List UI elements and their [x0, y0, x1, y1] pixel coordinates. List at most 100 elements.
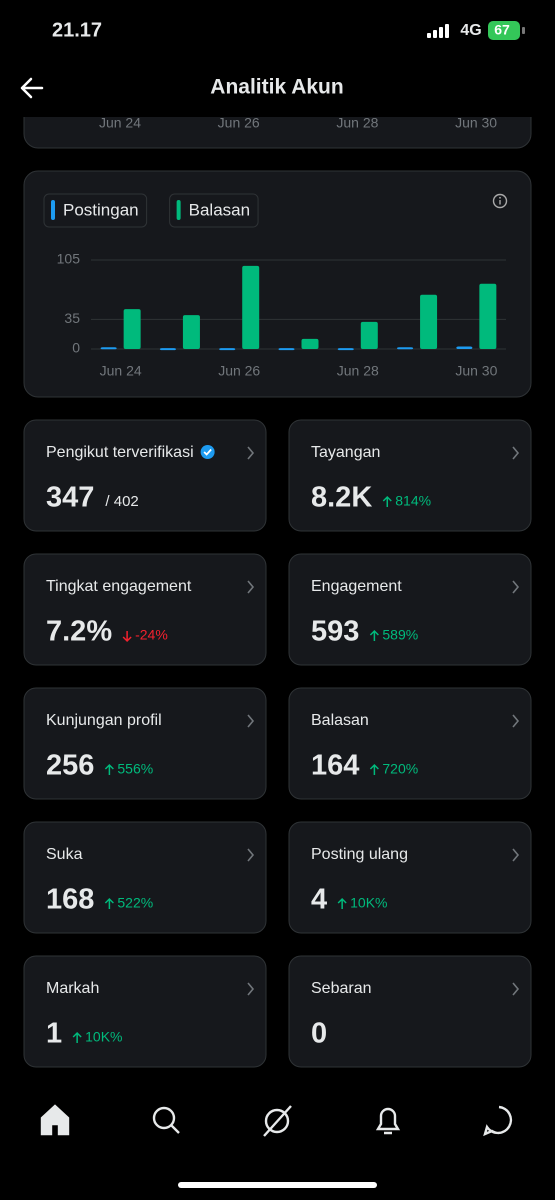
- x-tick-label: Jun 28: [337, 363, 379, 379]
- metric-value: 7.2%: [46, 616, 112, 648]
- nav-messages[interactable]: [483, 1105, 513, 1137]
- battery: [488, 21, 520, 40]
- metric-value: 8.2K: [311, 482, 372, 514]
- battery-tip: [522, 27, 525, 34]
- chevron: [512, 446, 520, 460]
- metric-value: 347: [46, 482, 94, 514]
- metric-card[interactable]: Tingkat engagement 7.2% -24%: [23, 553, 267, 666]
- metric-change: 10K%: [85, 1029, 122, 1045]
- metric-card[interactable]: Posting ulang 4 10K%: [288, 821, 532, 934]
- x-tick-label: Jun 26: [218, 363, 260, 379]
- x-tick-label: Jun 24: [99, 115, 141, 131]
- chevron: [512, 848, 520, 862]
- metric-label: Markah: [46, 980, 99, 997]
- header-title: Analitik Akun: [210, 76, 343, 99]
- metric-value: 256: [46, 750, 94, 782]
- metric-value: 593: [311, 616, 359, 648]
- metrics: Pengikut terverifikasi 347 / 402 Tayangan 8.…: [23, 419, 532, 1068]
- legend-item: [43, 193, 148, 228]
- status-time: 21.17: [52, 19, 102, 41]
- network: 4G: [460, 22, 481, 39]
- trend-arrow: [337, 897, 347, 909]
- metric-label: Balasan: [311, 712, 369, 729]
- metric-change: 522%: [117, 895, 153, 911]
- info-icon[interactable]: [492, 193, 508, 209]
- metric-label: Tayangan: [311, 444, 380, 461]
- metric-label: Tingkat engagement: [46, 578, 192, 595]
- chevron: [247, 848, 255, 862]
- chevron: [512, 982, 520, 996]
- back-button[interactable]: [20, 77, 44, 99]
- x-tick-label: Jun 28: [336, 115, 378, 131]
- card-bg: [23, 955, 267, 1068]
- bar: [337, 348, 354, 351]
- x-tick-label: Jun 30: [455, 115, 497, 131]
- y-tick-label: 0: [72, 340, 80, 356]
- metric-value: 164: [311, 750, 359, 782]
- metric-card[interactable]: Tayangan 8.2K 814%: [288, 419, 532, 532]
- metric-change: 556%: [117, 761, 153, 777]
- metric-value: 0: [311, 1018, 327, 1050]
- bottom-nav: [40, 1104, 513, 1137]
- bar: [159, 348, 176, 351]
- metric-value: 1: [46, 1018, 62, 1050]
- bar: [397, 347, 414, 350]
- y-tick-label: 35: [64, 310, 80, 326]
- chevron: [247, 446, 255, 460]
- battery-level: 67: [494, 22, 510, 38]
- metric-card[interactable]: Suka 168 522%: [23, 821, 267, 934]
- card-bg: [23, 419, 267, 532]
- nav-notifications[interactable]: [375, 1107, 401, 1135]
- metric-card[interactable]: Balasan 164 720%: [288, 687, 532, 800]
- card-bg: [23, 821, 267, 934]
- chevron: [512, 714, 520, 728]
- metric-sub: / 402: [105, 493, 138, 510]
- metric-label: Sebaran: [311, 980, 372, 997]
- trend-arrow: [122, 631, 132, 643]
- verified-check: [203, 448, 212, 456]
- legend-item: [169, 193, 259, 228]
- card-bg: [288, 821, 532, 934]
- chevron: [512, 580, 520, 594]
- nav-grok[interactable]: [263, 1105, 292, 1137]
- metric-card[interactable]: Engagement 593 589%: [288, 553, 532, 666]
- card-bg: [288, 955, 532, 1068]
- bar: [420, 294, 438, 349]
- bar: [182, 315, 200, 349]
- metric-change: -24%: [135, 627, 168, 643]
- bar: [242, 265, 260, 349]
- metric-label: Suka: [46, 846, 83, 863]
- card-bg: [288, 419, 532, 532]
- metric-card[interactable]: Pengikut terverifikasi 347 / 402: [23, 419, 267, 532]
- legend-swatch: [176, 200, 181, 220]
- bar: [360, 321, 378, 349]
- card-bg: [23, 687, 267, 800]
- bar: [479, 283, 497, 349]
- metric-change: 720%: [382, 761, 418, 777]
- bar: [278, 348, 295, 351]
- chevron: [247, 982, 255, 996]
- metric-card[interactable]: Markah 1 10K%: [23, 955, 267, 1068]
- metric-label: Engagement: [311, 578, 402, 595]
- metric-value: 168: [46, 884, 94, 916]
- home-indicator: [178, 1182, 377, 1188]
- metric-card[interactable]: Sebaran 0: [288, 955, 532, 1068]
- metric-card[interactable]: Kunjungan profil 256 556%: [23, 687, 267, 800]
- metric-change: 589%: [382, 627, 418, 643]
- trend-arrow: [72, 1031, 82, 1043]
- bar: [100, 347, 117, 350]
- legend-label: Postingan: [63, 200, 139, 219]
- y-tick-label: 105: [57, 251, 81, 267]
- x-tick-label: Jun 30: [455, 363, 497, 379]
- card-bg: [288, 687, 532, 800]
- card-bg: [288, 553, 532, 666]
- bar: [123, 309, 141, 349]
- nav-search[interactable]: [152, 1106, 180, 1134]
- metric-label: Pengikut terverifikasi: [46, 444, 194, 461]
- legend-swatch: [51, 200, 55, 220]
- metric-change: 814%: [395, 493, 431, 509]
- metric-change: 10K%: [350, 895, 387, 911]
- nav-home[interactable]: [40, 1104, 70, 1136]
